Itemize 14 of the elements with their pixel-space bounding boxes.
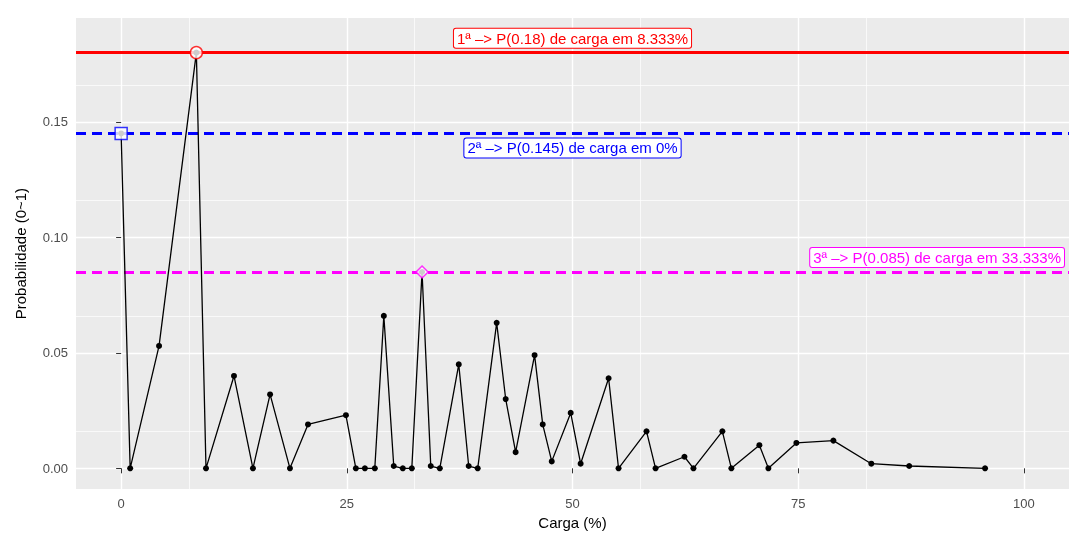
x-tick-label: 100 <box>1013 496 1035 512</box>
y-tick-label: 0.00 <box>42 460 68 476</box>
y-axis-title: Probabilidade (0~1) <box>12 187 29 320</box>
ref-line-label: 1ª –> P(0.18) de carga em 8.333% <box>456 29 689 47</box>
x-tick-label: 0 <box>117 496 125 512</box>
ref-line-label: 3ª –> P(0.085) de carga em 33.333% <box>813 249 1061 267</box>
y-tick-label: 0.15 <box>42 114 68 130</box>
x-tick-label: 75 <box>790 496 806 512</box>
x-tick-label: 50 <box>565 496 580 512</box>
x-tick-label: 25 <box>339 496 355 512</box>
y-tick-label: 0.10 <box>42 229 68 245</box>
ref-line-label: 2ª –> P(0.145) de carga em 0% <box>467 139 678 157</box>
y-tick-label: 0.05 <box>42 345 68 361</box>
x-axis-title: Carga (%) <box>538 514 607 531</box>
